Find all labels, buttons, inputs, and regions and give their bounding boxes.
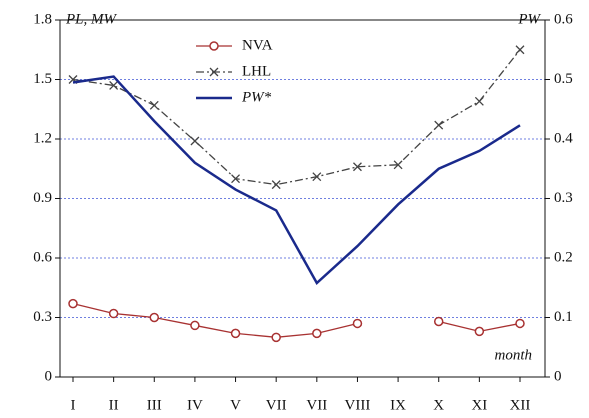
x-tick-label: II bbox=[109, 397, 119, 413]
y2-tick-label: 0.4 bbox=[554, 130, 573, 146]
x-tick-label: IV bbox=[187, 397, 203, 413]
marker bbox=[433, 316, 444, 327]
plot-frame bbox=[59, 19, 546, 378]
marker bbox=[108, 308, 119, 319]
legend-label: LHL bbox=[242, 63, 271, 79]
y2-tick-label: 0.6 bbox=[554, 11, 573, 27]
y2-tick-label: 0.3 bbox=[554, 190, 573, 206]
y-tick-label: 1.8 bbox=[33, 11, 52, 27]
y2-tick-label: 0.1 bbox=[554, 309, 573, 325]
marker bbox=[209, 41, 219, 51]
marker bbox=[190, 320, 200, 331]
marker bbox=[474, 96, 484, 106]
y-axis-label: PL, MW bbox=[65, 11, 118, 27]
y2-tick-label: 0.5 bbox=[554, 71, 573, 87]
marker bbox=[352, 318, 363, 329]
x-axis-label: month bbox=[495, 347, 533, 363]
y-tick-label: 0.6 bbox=[33, 249, 52, 265]
marker bbox=[230, 328, 241, 339]
y-tick-label: 0 bbox=[45, 368, 53, 384]
marker bbox=[515, 45, 525, 55]
legend-label: NVA bbox=[242, 37, 273, 53]
x-tick-label: X bbox=[433, 397, 444, 413]
y2-tick-label: 0 bbox=[554, 368, 562, 384]
marker bbox=[209, 67, 219, 77]
x-tick-label: VII bbox=[266, 397, 287, 413]
series-line bbox=[72, 75, 521, 285]
x-tick-label: III bbox=[147, 397, 162, 413]
x-tick-label: XII bbox=[510, 397, 531, 413]
marker bbox=[474, 326, 485, 337]
marker bbox=[271, 180, 281, 190]
marker bbox=[393, 160, 403, 170]
y2-tick-label: 0.2 bbox=[554, 249, 573, 265]
series-line bbox=[72, 302, 521, 338]
x-tick-label: XI bbox=[471, 397, 487, 413]
y-tick-label: 0.9 bbox=[33, 190, 52, 206]
marker bbox=[68, 298, 78, 309]
y2-axis-label: PW bbox=[517, 11, 541, 27]
x-tick-label: I bbox=[71, 397, 76, 413]
y-tick-label: 1.2 bbox=[33, 130, 52, 146]
x-tick-label: VIII bbox=[345, 397, 371, 413]
marker bbox=[271, 332, 281, 343]
marker bbox=[312, 328, 322, 339]
x-tick-label: VII bbox=[306, 397, 327, 413]
marker bbox=[312, 172, 322, 182]
marker bbox=[231, 174, 241, 184]
marker bbox=[515, 318, 525, 329]
marker bbox=[190, 136, 200, 146]
y-tick-label: 0.3 bbox=[33, 309, 52, 325]
marker bbox=[352, 162, 362, 172]
y-tick-label: 1.5 bbox=[33, 71, 52, 87]
marker bbox=[149, 312, 160, 323]
x-tick-label: V bbox=[230, 397, 241, 413]
marker bbox=[149, 100, 159, 110]
x-tick-label: IX bbox=[390, 397, 406, 413]
legend-label: PW* bbox=[241, 89, 272, 105]
series-line bbox=[72, 49, 521, 186]
marker bbox=[434, 120, 444, 130]
marker bbox=[109, 80, 119, 90]
